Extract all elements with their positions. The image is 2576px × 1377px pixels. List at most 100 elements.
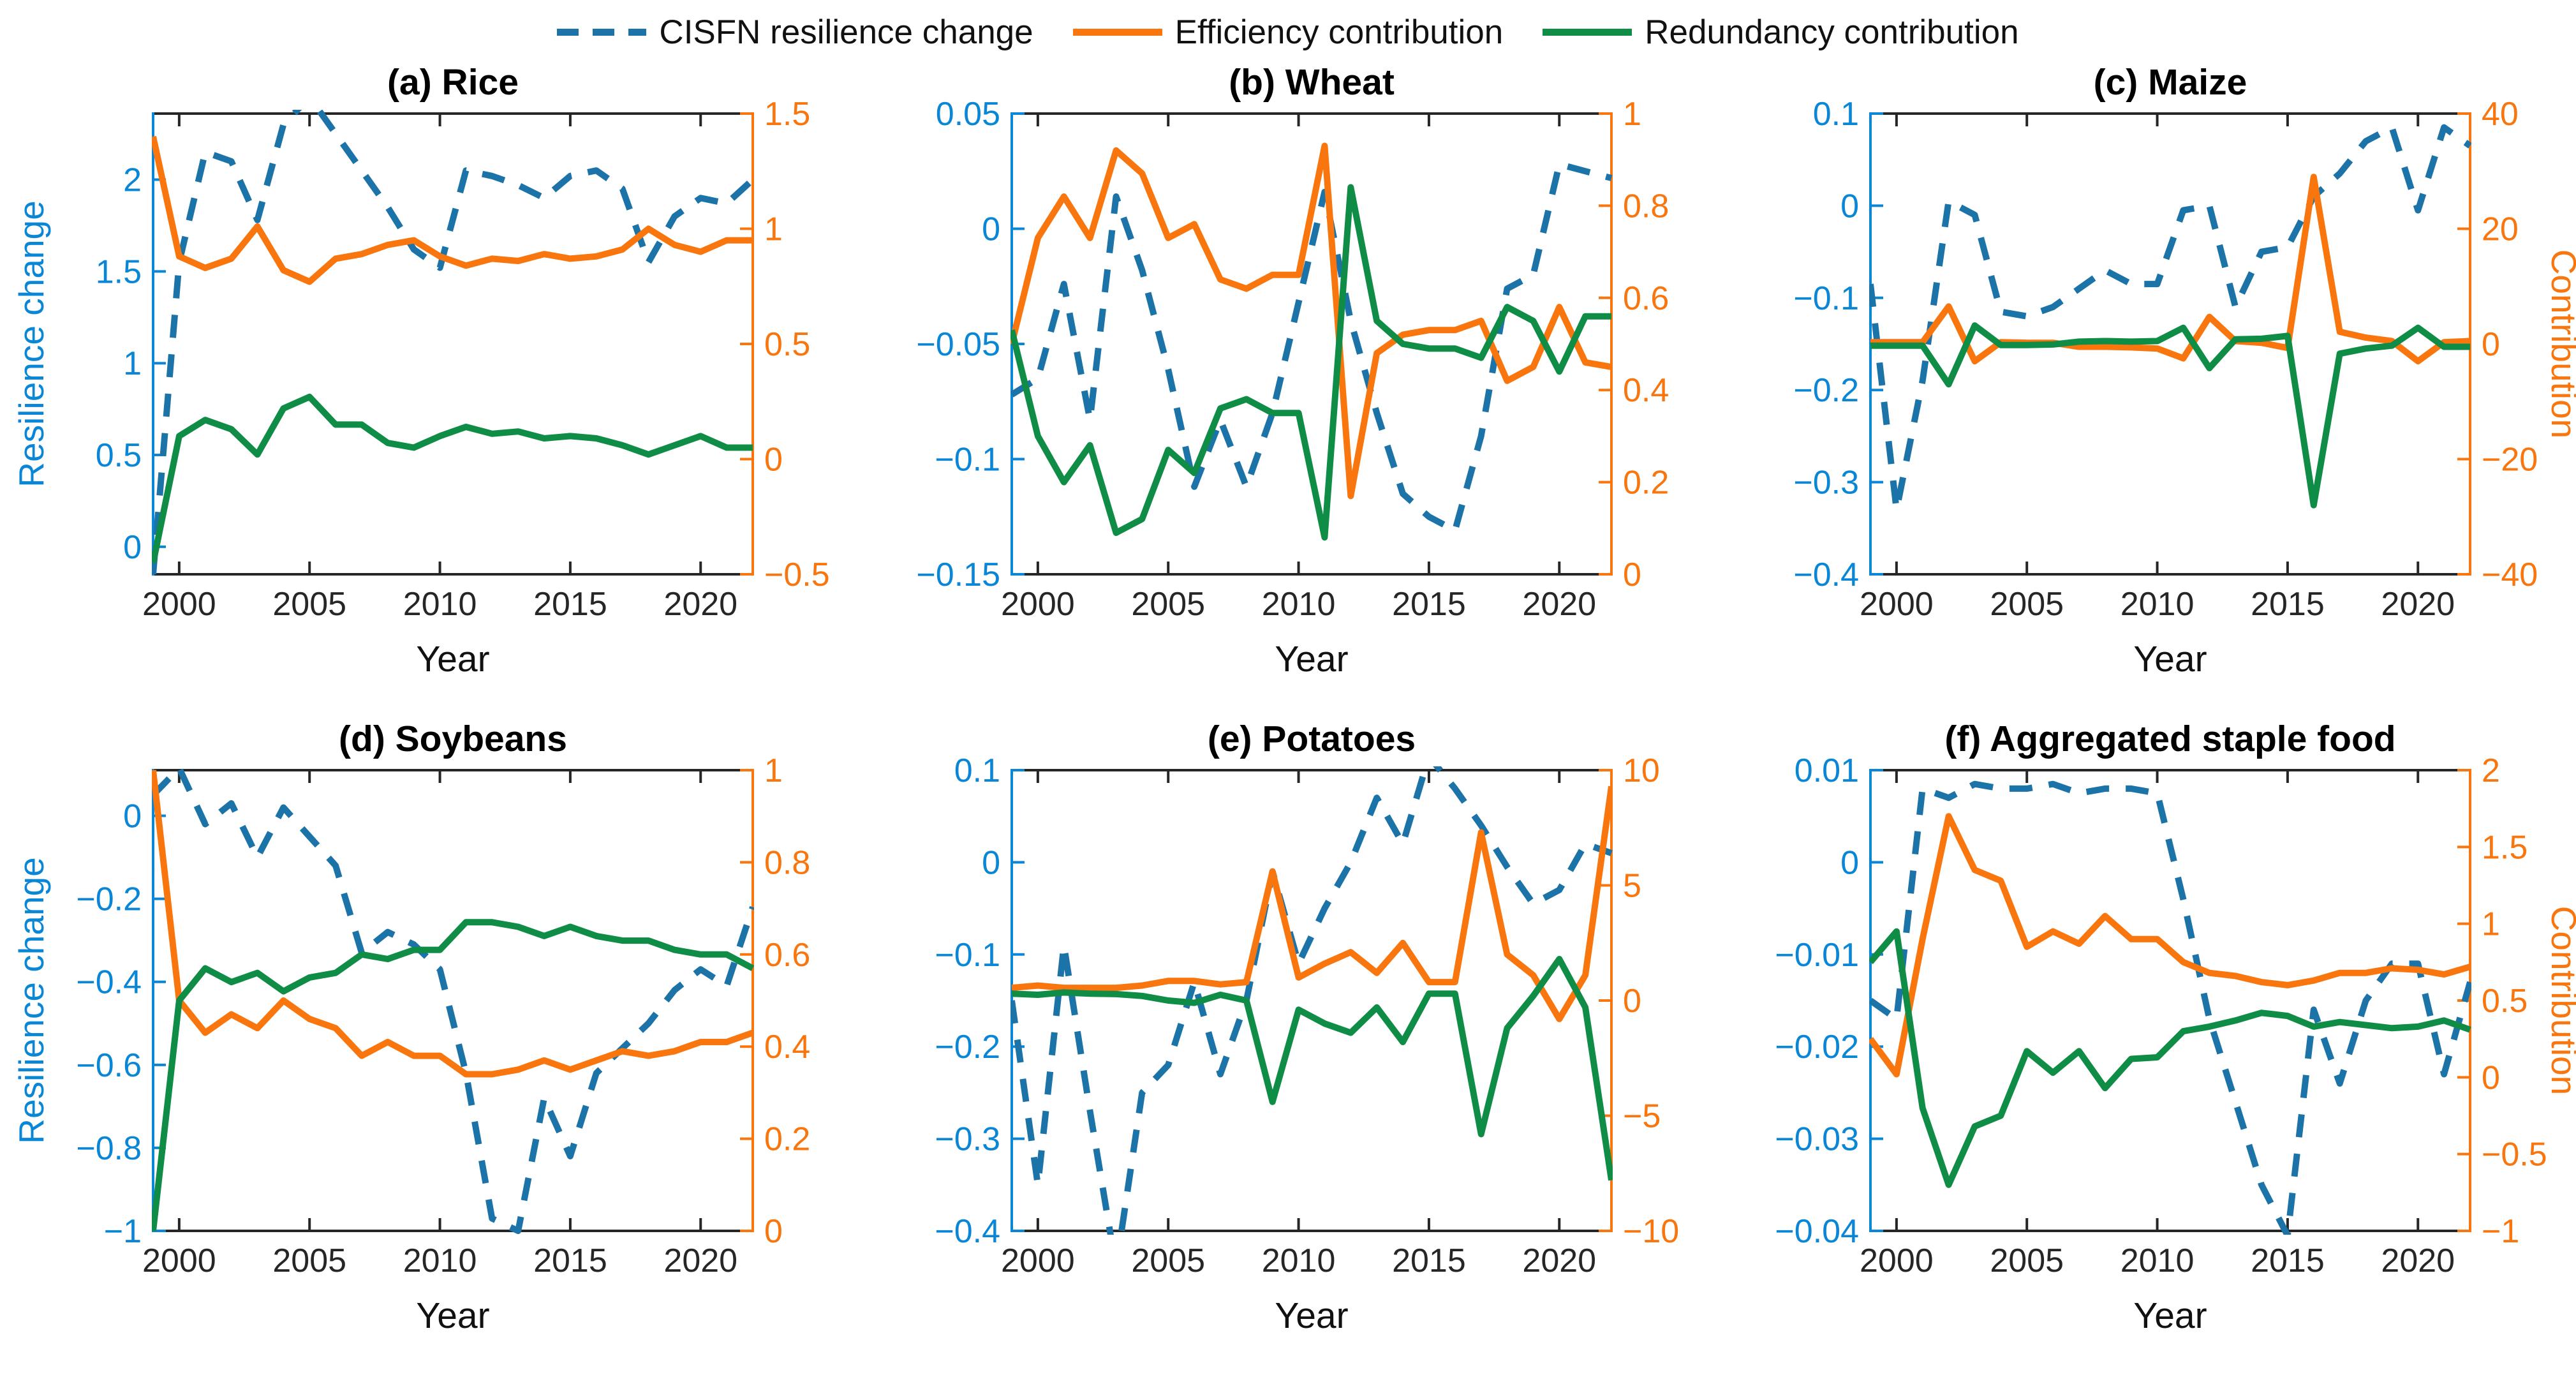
subplot-aggregated-canvas: 2000 2005 2010 2015 2020−0.04−0.03−0.02−0.01… (1775, 718, 2576, 1336)
svg-text:2000: 2000 (1860, 1242, 1934, 1279)
svg-text:Year: Year (2133, 1295, 2207, 1336)
svg-text:(d) Soybeans: (d) Soybeans (339, 718, 567, 759)
subplot-soybeans: 2000 2005 2010 2015 2020 −1 −0.8 −0.6 −0.4 −0.2 0 0… (0, 718, 859, 1377)
svg-text:Resilience change: Resilience change (11, 857, 51, 1143)
svg-text:2000: 2000 (142, 586, 216, 623)
svg-text:0.2: 0.2 (1623, 465, 1669, 502)
subplot-maize-canvas: 2000 2005 2010 2015 2020 −0.4 −0.3 −0.2 −0.1 0 0.1… (1793, 62, 2576, 680)
svg-text:1.5: 1.5 (96, 253, 142, 290)
svg-text:0.6: 0.6 (764, 937, 810, 974)
svg-text:2020: 2020 (2381, 586, 2455, 623)
svg-text:−0.8: −0.8 (76, 1130, 142, 1167)
svg-text:2000: 2000 (1001, 586, 1075, 623)
subplot-potatoes-canvas: 2000 2005 2010 2015 2020 −0.4 −0.3 −0.2 −0.1 0 0.1… (935, 718, 1679, 1336)
subplot-rice-canvas: 2000 2005 2010 2015 2020 0 0.5 1 1.5 2 −0.5 0 0.5 1 1.… (11, 62, 830, 680)
svg-text:1: 1 (123, 345, 142, 382)
svg-text:−20: −20 (2482, 442, 2538, 479)
svg-text:−0.4: −0.4 (935, 1213, 1000, 1250)
svg-text:2010: 2010 (1262, 1242, 1336, 1279)
svg-text:0.8: 0.8 (764, 844, 810, 881)
svg-text:−0.02: −0.02 (1775, 1029, 1859, 1066)
svg-text:2010: 2010 (2121, 586, 2195, 623)
svg-text:0.4: 0.4 (764, 1029, 810, 1066)
svg-text:10: 10 (1623, 752, 1660, 789)
svg-text:Resilience change: Resilience change (11, 200, 51, 487)
svg-text:2005: 2005 (1990, 1242, 2064, 1279)
svg-text:40: 40 (2482, 96, 2519, 133)
svg-text:0.1: 0.1 (1813, 96, 1859, 133)
solid-line-sample-icon (1543, 28, 1632, 36)
svg-text:2015: 2015 (2251, 586, 2325, 623)
svg-text:0: 0 (123, 529, 142, 566)
subplot-aggregated: 2000 2005 2010 2015 2020 −0.04 −0.03 −0.02 −0.01… (1717, 718, 2576, 1377)
svg-text:−0.3: −0.3 (1793, 465, 1859, 502)
subplot-wheat: 2000 2005 2010 2015 2020 −0.15 −0.1 −0.05 0 0.05 0… (859, 62, 1717, 720)
svg-text:2015: 2015 (1392, 1242, 1466, 1279)
svg-text:0: 0 (764, 1213, 783, 1250)
svg-text:−0.01: −0.01 (1775, 937, 1859, 974)
svg-text:−0.15: −0.15 (916, 556, 1000, 593)
dashed-line-sample-icon (557, 28, 647, 36)
svg-text:2005: 2005 (1131, 586, 1205, 623)
svg-text:1.5: 1.5 (2482, 829, 2528, 866)
svg-text:Year: Year (1275, 1295, 1348, 1336)
svg-text:−0.1: −0.1 (935, 937, 1000, 974)
svg-text:2015: 2015 (1392, 586, 1466, 623)
svg-text:Year: Year (2133, 639, 2207, 680)
svg-text:0: 0 (982, 844, 1000, 881)
figure-legend: CISFN resilience change Efficiency contr… (0, 0, 2576, 64)
svg-text:0: 0 (123, 798, 142, 835)
svg-text:−0.2: −0.2 (935, 1029, 1000, 1066)
svg-text:−0.05: −0.05 (916, 326, 1000, 363)
svg-text:2020: 2020 (2381, 1242, 2455, 1279)
svg-text:−0.5: −0.5 (2482, 1136, 2547, 1173)
svg-text:0.5: 0.5 (96, 437, 142, 474)
svg-text:0.5: 0.5 (2482, 983, 2528, 1020)
svg-text:0.5: 0.5 (764, 326, 810, 363)
svg-text:−0.4: −0.4 (1793, 556, 1859, 593)
legend-item-resilience: CISFN resilience change (557, 13, 1033, 52)
svg-text:0: 0 (2482, 326, 2500, 363)
svg-text:0.8: 0.8 (1623, 188, 1669, 225)
svg-text:0.1: 0.1 (954, 752, 1000, 789)
svg-text:2010: 2010 (2121, 1242, 2195, 1279)
subplot-potatoes: 2000 2005 2010 2015 2020 −0.4 −0.3 −0.2 −0.1 0 0.1… (859, 718, 1717, 1377)
svg-text:−0.1: −0.1 (1793, 280, 1859, 317)
svg-text:0: 0 (1840, 188, 1859, 225)
svg-text:−0.4: −0.4 (76, 964, 142, 1001)
svg-text:2010: 2010 (403, 1242, 477, 1279)
svg-text:1: 1 (764, 752, 783, 789)
svg-text:0: 0 (1623, 983, 1641, 1020)
svg-text:2005: 2005 (1990, 586, 2064, 623)
svg-text:−0.04: −0.04 (1775, 1213, 1859, 1250)
svg-text:(c) Maize: (c) Maize (2094, 62, 2247, 103)
svg-text:0: 0 (764, 442, 783, 479)
svg-text:−5: −5 (1623, 1098, 1661, 1135)
svg-text:2015: 2015 (2251, 1242, 2325, 1279)
svg-text:2000: 2000 (1001, 1242, 1075, 1279)
svg-text:0: 0 (1623, 556, 1641, 593)
subplot-soybeans-canvas: 2000 2005 2010 2015 2020 −1 −0.8 −0.6 −0.4 −0.2 0 0… (11, 718, 810, 1336)
svg-text:Year: Year (416, 1295, 489, 1336)
svg-text:0: 0 (982, 211, 1000, 248)
svg-text:2: 2 (123, 162, 142, 199)
svg-text:0: 0 (1840, 844, 1859, 881)
svg-text:−40: −40 (2482, 556, 2538, 593)
svg-text:2000: 2000 (1860, 586, 1934, 623)
svg-text:2020: 2020 (663, 1242, 737, 1279)
svg-text:0.6: 0.6 (1623, 280, 1669, 317)
svg-text:2000: 2000 (142, 1242, 216, 1279)
legend-label: CISFN resilience change (659, 13, 1033, 51)
svg-text:20: 20 (2482, 211, 2519, 248)
svg-text:−1: −1 (104, 1213, 142, 1250)
svg-text:−0.2: −0.2 (76, 881, 142, 918)
svg-text:0.05: 0.05 (936, 96, 1000, 133)
svg-text:0: 0 (2482, 1059, 2500, 1096)
svg-text:Contribution: Contribution (2544, 249, 2576, 439)
svg-text:1.5: 1.5 (764, 96, 810, 133)
svg-text:2005: 2005 (1131, 1242, 1205, 1279)
subplot-wheat-canvas: 2000 2005 2010 2015 2020 −0.15 −0.1 −0.05 0 0.05 0… (916, 62, 1669, 680)
svg-text:−0.1: −0.1 (935, 442, 1000, 479)
svg-text:−0.5: −0.5 (764, 556, 830, 593)
solid-line-sample-icon (1072, 28, 1162, 36)
